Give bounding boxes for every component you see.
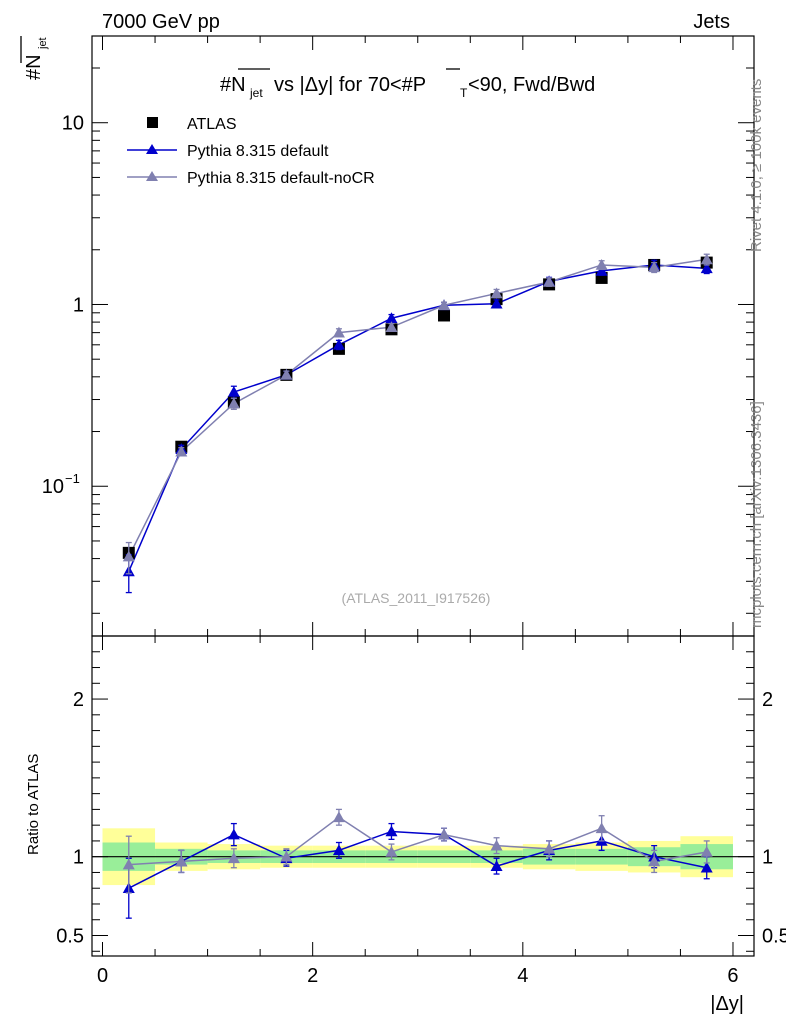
ratio-point-pythia-nocr xyxy=(280,850,293,862)
y-axis-label-main: #N jet xyxy=(20,36,49,80)
legend-marker-atlas xyxy=(147,117,158,128)
ratio-point-pythia-default xyxy=(227,828,240,840)
y-tick-label-ratio-right: 2 xyxy=(762,689,773,711)
svg-text:jet: jet xyxy=(249,86,263,100)
y-tick-label-ratio-right: 1 xyxy=(762,847,773,869)
ratio-point-pythia-nocr xyxy=(700,845,713,857)
y-tick-label-ratio-right: 0.5 xyxy=(762,926,786,948)
legend-label-pythia-nocr: Pythia 8.315 default-noCR xyxy=(187,170,375,187)
ratio-line-pythia-nocr xyxy=(128,816,707,866)
ratio-point-pythia-nocr xyxy=(175,855,188,867)
y-tick-label-main: 1 xyxy=(73,294,84,316)
x-tick-label: 6 xyxy=(727,965,738,987)
data-point-pythia-default xyxy=(332,338,345,350)
ratio-point-pythia-nocr xyxy=(332,811,345,823)
header-collision-label: 7000 GeV pp xyxy=(102,11,220,33)
svg-text:#N: #N xyxy=(23,54,45,80)
data-point-pythia-nocr xyxy=(385,321,398,332)
ratio-point-pythia-default xyxy=(700,861,713,873)
x-tick-label: 2 xyxy=(307,965,318,987)
svg-text:jet: jet xyxy=(37,37,49,50)
ratio-point-pythia-nocr xyxy=(122,858,135,870)
y-tick-label-ratio: 0.5 xyxy=(56,926,84,948)
data-point-pythia-nocr xyxy=(438,299,451,311)
data-point-pythia-nocr xyxy=(490,287,503,299)
data-point-pythia-nocr xyxy=(280,368,293,380)
data-point-pythia-nocr xyxy=(648,261,661,273)
legend-label-pythia-default: Pythia 8.315 default xyxy=(187,143,329,160)
series-line-pythia-nocr xyxy=(128,258,707,557)
y-tick-label-ratio: 2 xyxy=(73,689,84,711)
data-point-pythia-nocr xyxy=(700,253,713,265)
data-point-pythia-default xyxy=(227,385,240,397)
ratio-point-pythia-nocr xyxy=(385,845,398,857)
data-point-pythia-nocr xyxy=(227,397,240,409)
y-tick-label-main: 10 xyxy=(42,476,64,498)
y-tick-label-main: 10 xyxy=(62,113,84,135)
y-tick-label-exponent: −1 xyxy=(65,471,80,486)
data-point-pythia-default xyxy=(595,264,608,276)
svg-text:#N: #N xyxy=(220,74,246,96)
legend-marker-pythia-nocr xyxy=(146,171,158,181)
data-point-pythia-default xyxy=(490,297,503,309)
ratio-point-pythia-default xyxy=(385,825,398,837)
ratio-point-pythia-default xyxy=(490,860,503,871)
ratio-point-pythia-nocr xyxy=(227,852,240,864)
ratio-line-pythia-default xyxy=(128,830,707,889)
plot-title: #N jet vs |Δy| for 70<#P T <90, Fwd/Bwd xyxy=(220,68,595,100)
x-tick-label: 4 xyxy=(517,965,528,987)
svg-text:vs |Δy| for 70<#P: vs |Δy| for 70<#P xyxy=(274,74,426,96)
svg-text:T: T xyxy=(460,86,468,100)
y-tick-label-ratio: 1 xyxy=(73,847,84,869)
data-point-pythia-nocr xyxy=(543,275,556,287)
x-tick-label: 0 xyxy=(97,965,108,987)
data-point-pythia-nocr xyxy=(175,445,188,457)
ratio-plot-frame xyxy=(91,635,755,957)
ratio-point-pythia-default xyxy=(332,844,345,856)
x-axis-label: |Δy| xyxy=(710,993,744,1015)
series-markers xyxy=(122,253,713,919)
svg-text:<90, Fwd/Bwd: <90, Fwd/Bwd xyxy=(468,74,595,96)
data-point-pythia-nocr xyxy=(332,326,345,338)
y-axis-label-ratio: Ratio to ATLAS xyxy=(25,754,42,855)
analysis-id-label: (ATLAS_2011_I917526) xyxy=(342,590,491,606)
ratio-point-pythia-nocr xyxy=(543,842,556,854)
legend-marker-pythia-default xyxy=(146,144,158,154)
legend-label-atlas: ATLAS xyxy=(187,116,237,133)
mcplots-reference-label: mcplots.cern.ch [arXiv:1306.3436] xyxy=(748,401,765,628)
ratio-point-pythia-nocr xyxy=(438,828,451,840)
rivet-version-label: Rivet 4.1.0, ≥ 100k events xyxy=(748,78,765,252)
legend: ATLAS Pythia 8.315 default Pythia 8.315 … xyxy=(127,116,375,187)
ratio-point-pythia-nocr xyxy=(490,839,503,851)
data-point-pythia-default xyxy=(385,312,398,324)
series-lines xyxy=(128,258,707,889)
series-line-pythia-default xyxy=(128,264,707,572)
data-point-atlas xyxy=(438,309,451,322)
ratio-point-pythia-nocr xyxy=(648,855,661,867)
data-point-pythia-default xyxy=(700,262,713,274)
data-point-pythia-nocr xyxy=(595,258,608,270)
header-process-label: Jets xyxy=(693,11,730,33)
ratio-point-pythia-nocr xyxy=(595,822,608,834)
data-point-pythia-nocr xyxy=(122,550,135,562)
